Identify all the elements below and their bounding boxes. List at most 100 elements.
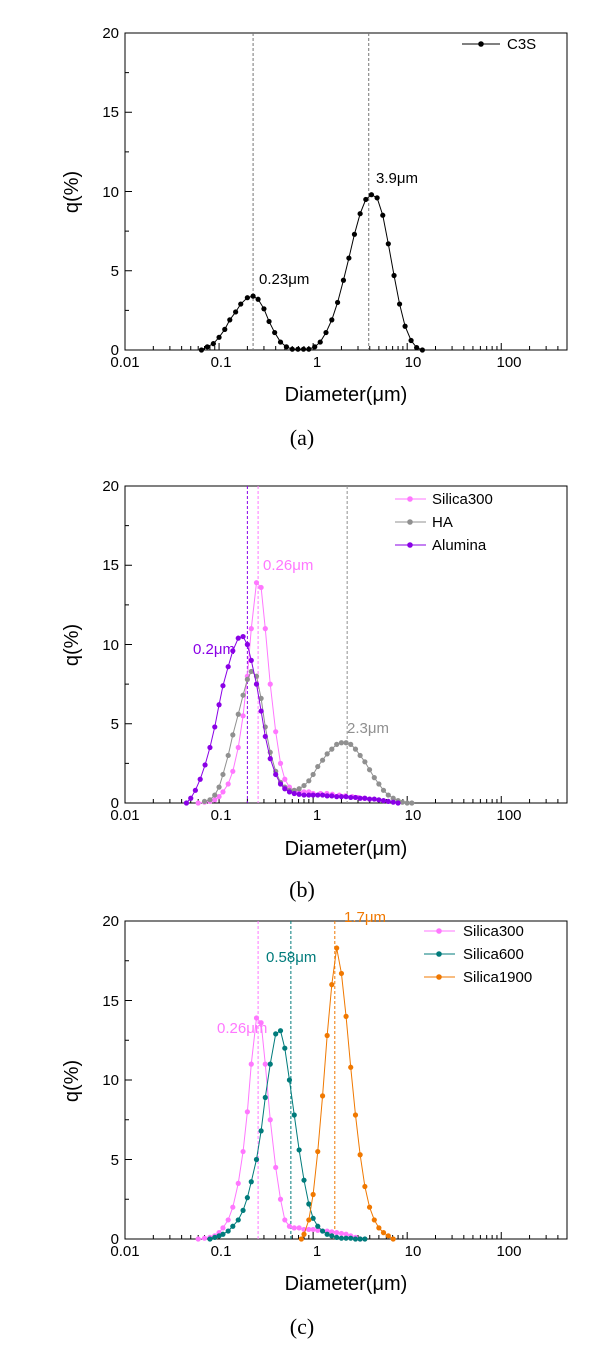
panel-b-series-ha-point	[225, 752, 231, 759]
panel-c-series-silica1900-point	[306, 1217, 312, 1223]
panel-b-series-ha-point	[366, 767, 373, 773]
panel-c-series-silica600-point	[240, 1207, 246, 1213]
panel-a-series-c3s-point	[340, 277, 347, 283]
panel-b-series-alumina-point	[390, 799, 396, 805]
panel-c-series-silica300-point	[273, 1164, 279, 1171]
panel-c-xaxis-title: Diameter(μm)	[285, 1273, 408, 1295]
panel-b-series-alumina-point	[225, 664, 231, 670]
panel-b-series-silica300-point	[240, 713, 246, 719]
panel-b-series-silica300-point	[277, 760, 284, 766]
panel-b-series-alumina-point	[183, 800, 190, 806]
panel-b-series-ha-point	[216, 784, 222, 790]
panel-c-series-silica600-point	[282, 1045, 288, 1051]
panel-a-legend-label-0: C3S	[507, 36, 536, 53]
panel-c-series-silica600-point	[334, 1234, 340, 1241]
panel-b-series-ha-point	[212, 792, 218, 798]
panel-c-annotation-0: 0.26μm	[217, 1020, 267, 1037]
panel-b-series-alumina-point	[296, 791, 302, 797]
panel-c-series-silica1900-point	[380, 1230, 387, 1236]
panel-c-series-silica600-point	[262, 1094, 268, 1101]
panel-c-series-silica300-point	[235, 1180, 241, 1186]
panel-c-series-silica300-point	[258, 1020, 264, 1026]
panel-c-series-silica300-point	[253, 1015, 260, 1021]
panel-c-series-silica1900-point	[319, 1093, 326, 1099]
panel-a-series-c3s-point	[272, 329, 278, 336]
panel-b-series-alumina-point	[352, 794, 359, 801]
panel-b-series-ha-point	[235, 711, 241, 717]
panel-b-legend-label-1: HA	[432, 514, 453, 531]
panel-a-ytick-label-3: 15	[102, 104, 119, 121]
panel-c-series-silica300-point	[248, 1061, 254, 1067]
panel-b-series-alumina-point	[202, 762, 208, 768]
panel-b-series-silica300-point	[273, 729, 279, 735]
panel-c-ytick-label-3: 15	[102, 993, 119, 1010]
panel-c-series-silica300-point	[277, 1196, 284, 1202]
panel-c-series-silica600-point	[348, 1235, 354, 1241]
panel-b-series-ha-point	[329, 746, 335, 752]
panel-b-series-ha-point	[258, 695, 264, 701]
panel-b-series-ha-point	[230, 732, 236, 738]
panel-c-ytick-label-4: 20	[102, 913, 119, 930]
panel-b-series-ha-point	[334, 741, 340, 747]
panel-c-series-silica1900-point	[329, 982, 335, 988]
panel-b-series-alumina-point	[315, 792, 321, 798]
panel-b-series-silica300-point	[235, 744, 241, 751]
panel-b-series-alumina-point	[240, 633, 246, 640]
panel-b-series-ha-point	[324, 751, 330, 757]
panel-b-ytick-label-0: 0	[111, 795, 119, 812]
panel-b-series-ha-point	[315, 763, 321, 770]
panel-a-series-c3s-point	[283, 344, 290, 350]
panel-c-series-silica600-point	[277, 1028, 284, 1034]
panel-c-series-silica300-line	[198, 1016, 361, 1240]
panel-c-series-silica600-point	[225, 1228, 231, 1234]
panel-b-series-alumina-point	[324, 793, 330, 799]
panel-c-series-silica300-point	[267, 1117, 273, 1123]
panel-c-series-silica300-point	[240, 1148, 246, 1155]
panel-b-series-alumina-point	[310, 792, 316, 798]
panel-a-series-c3s-point	[346, 255, 352, 261]
panel-c-series-silica1900-point	[390, 1236, 396, 1242]
panel-c-series-silica600-point	[301, 1177, 307, 1183]
panel-c-series-silica600-point	[362, 1236, 368, 1242]
panel-b-series-ha-point	[338, 740, 345, 746]
panel-c-series-silica600-point	[306, 1201, 312, 1207]
panel-c-series-silica300-point	[306, 1226, 312, 1233]
panel-c-series-silica600-point	[253, 1156, 260, 1163]
panel-c-series-silica600-point	[296, 1147, 302, 1153]
panel-c-series-silica600-point	[329, 1233, 335, 1239]
panel-a-series-c3s-point	[266, 318, 272, 325]
panel-b-series-alumina-point	[244, 641, 250, 648]
panel-b-series-ha-point	[240, 692, 246, 698]
panel-c-annotation-1: 0.58μm	[266, 949, 316, 966]
panel-a-xtick-label-1: 0.1	[211, 354, 232, 371]
panel-b-series-alumina-point	[230, 648, 236, 654]
panel-c-series-silica1900-point	[324, 1032, 330, 1039]
panel-c-legend-label-1: Silica600	[463, 946, 524, 963]
panel-b-series-ha-point	[296, 786, 302, 792]
panel-b-series-alumina-point	[362, 795, 368, 801]
panel-b-legend-label-2: Alumina	[432, 537, 487, 554]
panel-c-series-silica600-point	[315, 1223, 321, 1229]
panel-c-series-silica1900-point	[357, 1152, 363, 1158]
panel-c-legend-marker-2	[436, 974, 442, 980]
panel-a-series-c3s-point	[238, 301, 244, 307]
panel-c-series-silica1900-point	[338, 970, 345, 977]
panel-c-series-silica600-point	[248, 1179, 254, 1185]
panel-c-series-silica300-point	[343, 1231, 349, 1237]
panel-b-xtick-label-3: 10	[405, 807, 422, 824]
panel-c-series-silica1900-point	[310, 1191, 316, 1198]
panel-a-series-c3s-point	[368, 192, 375, 198]
panel-c-series-silica300-point	[296, 1225, 302, 1231]
panel-b-series-ha-point	[357, 752, 363, 759]
panel-c-series-silica1900-point	[352, 1112, 359, 1118]
panel-c-series-silica300-point	[286, 1223, 293, 1229]
panel-c-series-silica1900-point	[298, 1236, 304, 1242]
panel-a-annotation-1: 3.9μm	[376, 170, 418, 187]
panel-a-series-c3s-point	[210, 341, 216, 347]
panel-a-xtick-label-0: 0.01	[110, 354, 139, 371]
panel-c-legend-marker-0	[436, 928, 442, 934]
panel-b-caption: (b)	[289, 877, 315, 902]
panel-c-series-silica1900-point	[366, 1204, 373, 1210]
panel-b-plot	[124, 485, 568, 806]
panel-c-series-silica300-point	[225, 1217, 231, 1223]
